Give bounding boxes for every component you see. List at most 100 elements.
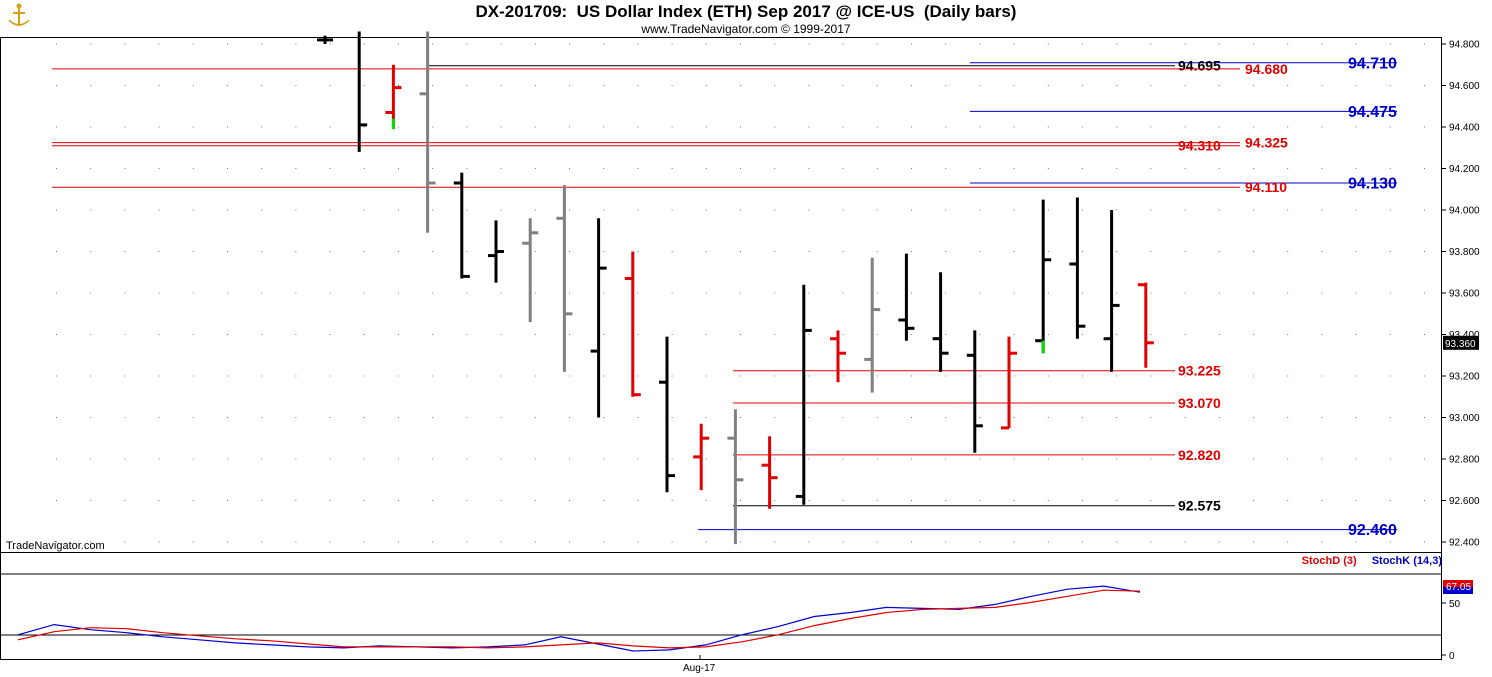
grid-dot — [432, 292, 434, 294]
grid-dot — [261, 334, 263, 335]
grid-dot — [534, 292, 536, 294]
grid-dot — [329, 500, 331, 501]
grid-dot — [1321, 209, 1323, 211]
grid-dot — [808, 458, 810, 460]
grid-dot — [227, 417, 228, 418]
grid-dot — [637, 334, 639, 335]
grid-dot — [569, 292, 570, 294]
grid-dot — [261, 458, 263, 460]
grid-dot — [1184, 209, 1186, 211]
grid-dot — [705, 334, 707, 335]
grid-dot — [1321, 126, 1323, 128]
grid-dot — [261, 126, 263, 128]
grid-dot — [911, 458, 912, 460]
grid-dot — [1082, 251, 1083, 252]
legend-stochk: StochK (14,3) — [1371, 555, 1442, 567]
grid-dot — [261, 85, 263, 86]
grid-dot — [500, 417, 502, 418]
grid-dot — [90, 251, 92, 252]
grid-dot — [808, 251, 810, 252]
grid-dot — [1355, 209, 1357, 211]
grid-dot — [261, 541, 263, 543]
grid-dot — [876, 500, 878, 501]
level-label-92.820: 92.820 — [1178, 447, 1221, 463]
grid-dot — [945, 541, 947, 543]
price-tick-label: 94.600 — [1449, 81, 1480, 92]
stoch-last-box-blue — [1443, 587, 1473, 594]
grid-dot — [945, 85, 947, 86]
grid-dot — [979, 43, 981, 45]
grid-dot — [124, 209, 126, 211]
grid-dot — [1184, 375, 1186, 377]
grid-dot — [466, 500, 468, 501]
grid-dot — [1150, 334, 1152, 335]
grid-dot — [398, 500, 399, 501]
grid-dot — [808, 375, 810, 377]
ohlc-bar — [932, 272, 949, 372]
grid-dot — [56, 375, 57, 377]
grid-dot — [842, 126, 844, 128]
ohlc-bar — [1069, 197, 1086, 339]
ohlc-bar — [727, 409, 744, 545]
grid-dot — [808, 334, 810, 335]
grid-dot — [945, 417, 947, 418]
grid-dot — [124, 251, 126, 252]
grid-dot — [740, 251, 741, 252]
grid-dot — [842, 43, 844, 45]
grid-dot — [1355, 292, 1357, 294]
stoch-legend: StochD (3) StochK (14,3) — [1302, 555, 1442, 567]
grid-dot — [979, 334, 981, 335]
grid-dot — [1218, 334, 1220, 335]
grid-dot — [432, 126, 434, 128]
grid-dot — [1047, 417, 1049, 418]
grid-dot — [1355, 126, 1357, 128]
grid-dot — [876, 417, 878, 418]
grid-dot — [671, 251, 673, 252]
grid-dot — [261, 251, 263, 252]
stoch-last-value: 67.05 — [1446, 582, 1471, 593]
grid-dot — [876, 43, 878, 45]
grid-dot — [295, 417, 297, 418]
grid-dot — [705, 126, 707, 128]
ohlc-bar — [419, 31, 436, 233]
grid-dot — [90, 85, 92, 86]
grid-dot — [227, 85, 228, 86]
grid-dot — [808, 126, 810, 128]
grid-dot — [158, 334, 160, 335]
grid-dot — [637, 500, 639, 501]
grid-dot — [1287, 85, 1289, 86]
grid-dot — [705, 43, 707, 45]
grid-dot — [1116, 43, 1118, 45]
level-label-93.225: 93.225 — [1178, 363, 1221, 379]
grid-dot — [534, 500, 536, 501]
level-label-94.110: 94.110 — [1245, 179, 1287, 195]
grid-dot — [1355, 500, 1357, 501]
grid-dot — [1355, 85, 1357, 86]
grid-dot — [569, 500, 570, 501]
grid-dot — [1047, 500, 1049, 501]
ohlc-bar — [830, 330, 846, 383]
grid-dot — [876, 251, 878, 252]
grid-dot — [534, 251, 536, 252]
grid-dot — [1389, 500, 1391, 501]
grid-dot — [842, 168, 844, 169]
price-tick-label: 92.400 — [1449, 538, 1480, 549]
grid-dot — [842, 251, 844, 252]
grid-dot — [500, 458, 502, 460]
grid-dot — [1013, 458, 1015, 460]
grid-dot — [774, 168, 776, 169]
grid-dot — [534, 168, 536, 169]
grid-dot — [945, 292, 947, 294]
grid-dot — [1253, 209, 1254, 211]
grid-dot — [158, 209, 160, 211]
x-tick-label: Aug-17 — [683, 663, 716, 674]
grid-dot — [1253, 417, 1254, 418]
grid-dot — [808, 168, 810, 169]
grid-dot — [227, 541, 228, 543]
grid-dot — [911, 417, 912, 418]
grid-dot — [1116, 375, 1118, 377]
grid-dot — [740, 458, 741, 460]
grid-dot — [432, 168, 434, 169]
grid-dot — [637, 251, 639, 252]
grid-dot — [1287, 43, 1289, 45]
